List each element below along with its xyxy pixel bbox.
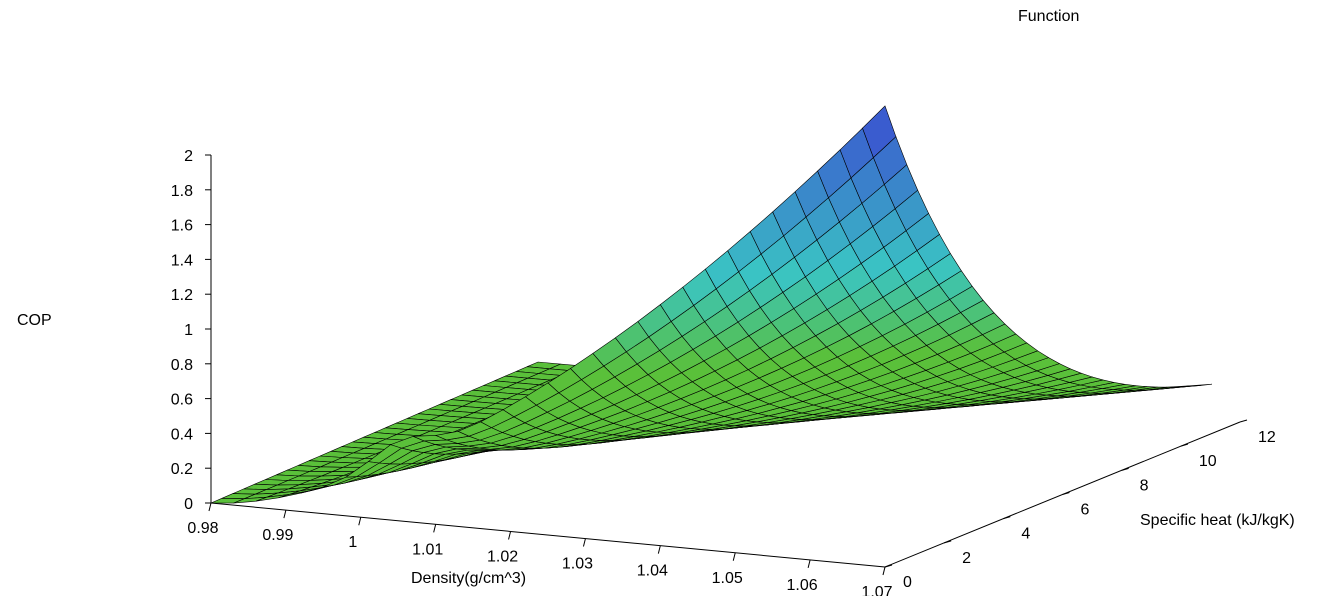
z-tick-label: 0.4 bbox=[171, 426, 193, 443]
x-tick bbox=[732, 552, 736, 561]
axes: 0 0.2 0.4 0.6 0.8 1 1.2 1.4 1.6 1.8 2 0.98 0.99 1 1.01… bbox=[171, 148, 1276, 596]
y-tick bbox=[1121, 467, 1129, 471]
y-tick-label: 8 bbox=[1140, 477, 1149, 494]
z-tick-label: 1.2 bbox=[171, 287, 193, 304]
z-tick-label: 2 bbox=[184, 148, 193, 165]
y-tick bbox=[1239, 419, 1248, 423]
x-tick bbox=[582, 538, 586, 547]
x-tick-label: 1.05 bbox=[712, 570, 743, 587]
x-tick bbox=[882, 566, 886, 576]
x-tick bbox=[358, 517, 362, 526]
x-axis-line bbox=[210, 502, 886, 568]
surface-facet bbox=[862, 105, 897, 159]
z-tick-label: 1.4 bbox=[171, 252, 193, 269]
x-tick bbox=[508, 531, 512, 540]
x-tick-label: 1.01 bbox=[412, 541, 443, 558]
x-axis-label: Density(g/cm^3) bbox=[411, 570, 526, 587]
x-tick-label: 1.03 bbox=[562, 556, 593, 573]
z-axis-label: COP bbox=[17, 312, 52, 329]
z-tick-label: 0 bbox=[184, 496, 193, 513]
x-tick-label: 1.02 bbox=[487, 548, 518, 565]
x-tick-label: 1 bbox=[348, 534, 357, 551]
chart-title: Function bbox=[1018, 8, 1079, 25]
x-tick-label: 1.06 bbox=[787, 577, 818, 594]
x-tick-label: 1.07 bbox=[861, 584, 892, 596]
x-tick bbox=[807, 559, 811, 569]
y-tick bbox=[1062, 492, 1070, 495]
y-axis-label: Specific heat (kJ/kgK) bbox=[1140, 512, 1295, 529]
z-tick-label: 1.6 bbox=[171, 218, 193, 235]
y-tick-label: 12 bbox=[1258, 429, 1276, 446]
y-tick bbox=[1180, 443, 1188, 447]
y-tick-label: 10 bbox=[1199, 453, 1217, 470]
y-tick bbox=[944, 540, 952, 544]
x-tick bbox=[657, 545, 661, 554]
y-tick-label: 6 bbox=[1081, 502, 1090, 519]
x-tick bbox=[283, 509, 287, 519]
z-tick-label: 0.8 bbox=[171, 357, 193, 374]
z-tick-label: 1.8 bbox=[171, 183, 193, 200]
y-tick bbox=[884, 564, 893, 568]
x-tick-label: 0.99 bbox=[262, 527, 293, 544]
x-tick bbox=[208, 502, 212, 512]
y-tick-label: 4 bbox=[1021, 526, 1030, 543]
z-tick-label: 0.2 bbox=[171, 461, 193, 478]
y-tick bbox=[1003, 516, 1011, 520]
x-tick-label: 1.04 bbox=[637, 563, 668, 580]
x-tick bbox=[433, 524, 437, 533]
y-tick-label: 2 bbox=[962, 550, 971, 567]
z-tick-label: 0.6 bbox=[171, 392, 193, 409]
y-tick-label: 0 bbox=[903, 574, 912, 591]
z-tick-label: 1 bbox=[184, 322, 193, 339]
surface-mesh bbox=[210, 105, 1213, 504]
x-tick-label: 0.98 bbox=[187, 520, 218, 537]
